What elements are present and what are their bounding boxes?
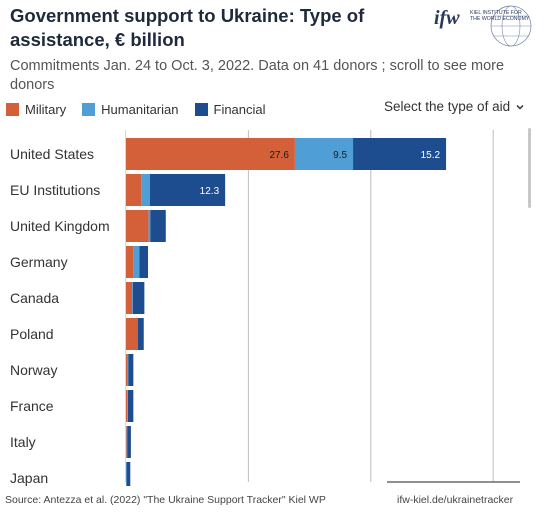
category-label: Norway: [10, 362, 57, 378]
legend-item-humanitarian[interactable]: Humanitarian: [82, 101, 179, 117]
bar-financial: [132, 282, 145, 314]
bar-military: [126, 174, 142, 206]
bar-financial: [127, 390, 134, 422]
category-label: Poland: [10, 326, 54, 342]
bar-military: [126, 318, 138, 350]
bar-military: [126, 210, 149, 242]
legend-item-military[interactable]: Military: [6, 102, 66, 117]
bar-financial: [150, 210, 166, 242]
globe-icon: [490, 5, 532, 47]
bar-financial: [139, 246, 149, 278]
bar-military: [126, 390, 128, 422]
chart-scrollbar[interactable]: [528, 128, 531, 208]
category-label: Japan: [10, 470, 48, 486]
category-label: United States: [10, 146, 94, 162]
data-label: 15.2: [421, 150, 441, 161]
bar-financial: [149, 174, 226, 206]
source-note: Source: Antezza et al. (2022) "The Ukrai…: [5, 494, 326, 506]
legend-swatch-financial: [194, 102, 208, 116]
chevron-down-icon: [516, 104, 524, 110]
logo-line-2: THE WORLD ECONOMY: [470, 16, 530, 22]
bar-financial: [353, 138, 447, 170]
bar-humanitarian: [137, 318, 138, 350]
legend-label: Military: [25, 101, 67, 117]
logo-wordmark: ifw: [434, 7, 460, 29]
category-label: Germany: [10, 254, 68, 270]
bar-humanitarian: [132, 282, 133, 314]
data-label: 27.6: [269, 150, 289, 161]
legend-label: Humanitarian: [101, 101, 179, 117]
bar-humanitarian: [148, 210, 151, 242]
data-label: 9.5: [333, 150, 347, 161]
legend-swatch-humanitarian: [82, 102, 96, 116]
aid-type-selector[interactable]: Select the type of aid: [384, 99, 524, 114]
category-label: France: [10, 398, 54, 414]
bar-humanitarian: [127, 354, 129, 386]
legend-item-financial[interactable]: Financial: [194, 101, 266, 117]
bar-military: [126, 138, 295, 170]
bar-humanitarian: [294, 138, 354, 170]
bar-humanitarian: [126, 426, 128, 458]
legend-label: Financial: [213, 101, 266, 117]
page-title: Government support to Ukraine: Type of a…: [10, 5, 365, 50]
legend-swatch-military: [6, 102, 19, 116]
bar-chart: United States 27.6 9.5 15.2 EU Institutions 1…: [10, 130, 520, 486]
chart-legend: Military Humanitarian Financial: [6, 100, 282, 118]
bar-humanitarian: [126, 462, 127, 486]
aid-type-selector-label: Select the type of aid: [384, 99, 511, 114]
bar-financial: [126, 462, 131, 486]
bar-military: [126, 426, 127, 458]
bar-financial: [137, 318, 144, 350]
bar-financial: [128, 354, 134, 386]
bar-military: [126, 354, 128, 386]
bar-humanitarian: [133, 246, 140, 278]
data-label: 12.3: [200, 186, 220, 197]
bar-military: [126, 246, 134, 278]
bar-financial: [127, 426, 131, 458]
category-label: Italy: [10, 434, 36, 450]
bar-humanitarian: [127, 390, 128, 422]
bar-humanitarian: [141, 174, 150, 206]
source-link[interactable]: ifw-kiel.de/ukrainetracker: [397, 494, 514, 506]
chart-subtitle: Commitments Jan. 24 to Oct. 3, 2022. Dat…: [10, 58, 505, 93]
category-label: Canada: [10, 290, 59, 306]
category-label: EU Institutions: [10, 182, 100, 198]
category-label: United Kingdom: [10, 218, 110, 234]
logo-line-1: KIEL INSTITUTE FOR: [470, 10, 522, 16]
ifw-logo: ifw KIEL INSTITUTE FOR THE WORLD ECONOMY: [434, 5, 532, 47]
bar-military: [126, 282, 133, 314]
